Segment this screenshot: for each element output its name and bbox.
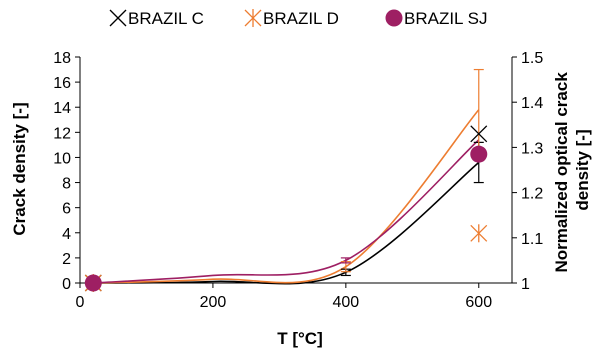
y2-tick-label: 1.1 (521, 231, 543, 248)
data-point-brazil-d (470, 224, 488, 243)
legend-label-brazil-c: BRAZIL C (128, 9, 204, 28)
y-tick-label: 18 (53, 50, 71, 67)
y2-axis-title-line-1: Normalized optical crack (552, 72, 571, 273)
y-tick-label: 16 (53, 75, 71, 92)
y-tick-label: 2 (62, 251, 71, 268)
y2-axis-title-line-2: density [-] (573, 129, 592, 210)
x-tick-label: 600 (465, 294, 492, 311)
data-point-brazil-c (470, 125, 488, 143)
y2-tick-label: 1.5 (521, 50, 543, 67)
y-tick-label: 6 (62, 201, 71, 218)
legend: BRAZIL C BRAZIL D BRAZIL SJ (109, 9, 487, 28)
y-tick-label: 12 (53, 125, 71, 142)
x-tick-label: 0 (76, 294, 85, 311)
y-tick-label: 14 (53, 100, 71, 117)
legend-item-brazil-sj: BRAZIL SJ (385, 9, 487, 28)
y2-axis-title: Normalized optical crack density [-] (552, 67, 592, 272)
legend-marker-brazil-sj (385, 9, 403, 27)
y2-tick-label: 1.2 (521, 186, 543, 203)
y-tick-label: 0 (62, 276, 71, 293)
series-line-brazil-sj (93, 139, 480, 284)
y-tick-label: 8 (62, 176, 71, 193)
series-line-brazil-d (93, 109, 480, 284)
x-tick-label: 200 (200, 294, 227, 311)
y-tick-label: 10 (53, 150, 71, 167)
series-line-brazil-c (93, 161, 480, 285)
data-point-brazil-sj (470, 145, 488, 163)
y2-tick-label: 1.4 (521, 95, 543, 112)
legend-label-brazil-sj: BRAZIL SJ (404, 9, 487, 28)
x-axis-title: T [°C] (277, 329, 323, 348)
error-bar-brazil-sj (340, 257, 351, 264)
legend-marker-brazil-d (244, 9, 262, 27)
legend-label-brazil-d: BRAZIL D (263, 9, 339, 28)
legend-item-brazil-d: BRAZIL D (244, 9, 339, 28)
y2-tick-label: 1.3 (521, 140, 543, 157)
x-tick-label: 400 (332, 294, 359, 311)
y-tick-label: 4 (62, 226, 71, 243)
plot-area: 0 200 400 600 0 2 4 6 8 10 12 14 16 18 1 1.1 1.2 1.3 1.4 1.… (53, 50, 543, 311)
legend-marker-brazil-c (109, 9, 127, 27)
legend-item-brazil-c: BRAZIL C (109, 9, 204, 28)
data-point-brazil-sj (84, 274, 102, 292)
y-axis-title: Crack density [-] (10, 102, 29, 235)
y2-tick-label: 1 (521, 276, 530, 293)
